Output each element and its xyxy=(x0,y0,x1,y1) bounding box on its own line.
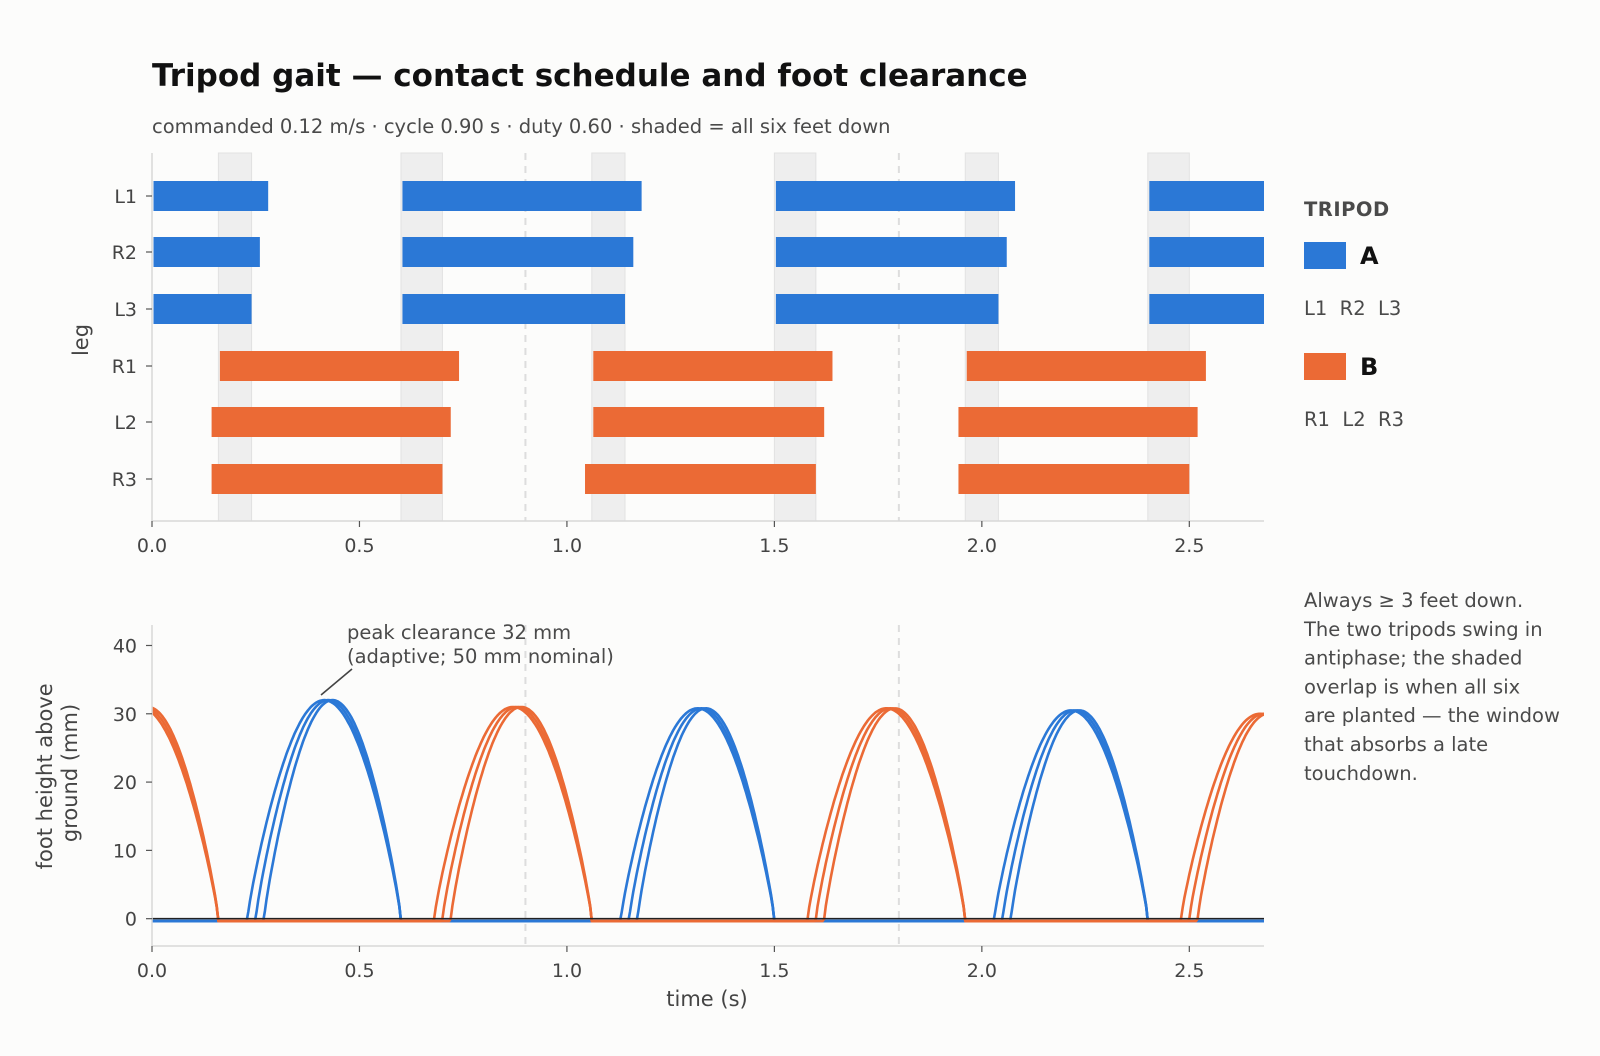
x-axis-label: time (s) xyxy=(666,987,747,1011)
note-line: touchdown. xyxy=(1304,762,1418,785)
all-feet-down-window xyxy=(400,152,443,522)
legend-swatch-a xyxy=(1304,242,1346,269)
stance-bars xyxy=(153,181,1264,494)
y-tick-label: 20 xyxy=(113,772,137,794)
all-feet-down-window xyxy=(217,152,253,522)
note-line: The two tripods swing in xyxy=(1303,618,1543,641)
stance-bar-l1 xyxy=(775,181,1016,211)
note-line: Always ≥ 3 feet down. xyxy=(1304,589,1523,612)
foot-height-line-r3 xyxy=(152,705,1264,923)
foot-height-lines xyxy=(152,698,1264,923)
legend-legs-b: R1 L2 R3 xyxy=(1304,408,1404,431)
foot-clearance-panel: 0 10 20 30 40 0.0 0.5 1.0 1.5 2.0 2.5 time (s) foo… xyxy=(33,621,1264,1011)
stance-bar-r2 xyxy=(153,237,260,267)
stance-bar-l1 xyxy=(402,181,642,211)
stance-bar-l3 xyxy=(775,294,999,324)
contact-schedule-panel: L1 R2 L3 R1 L2 R3 0.0 0.5 1.0 1.5 2.0 2.5 leg xyxy=(69,152,1264,557)
stance-bar-r1 xyxy=(966,351,1206,381)
all-feet-down-window xyxy=(591,152,626,522)
y-tick-label: 40 xyxy=(113,635,137,657)
y-tick-label: L2 xyxy=(114,412,137,434)
y-tick-label: 0 xyxy=(125,909,137,931)
schedule-y-axis-label: leg xyxy=(69,324,93,356)
x-tick-label: 2.0 xyxy=(967,535,997,557)
tripod-legend: TRIPOD A L1 R2 L3 B R1 L2 R3 xyxy=(1304,198,1404,431)
clearance-axes: 0 10 20 30 40 0.0 0.5 1.0 1.5 2.0 2.5 xyxy=(113,625,1264,982)
stance-bar-l3 xyxy=(1149,294,1264,324)
stance-bar-l1 xyxy=(153,181,269,211)
chart-subtitle: commanded 0.12 m/s · cycle 0.90 s · duty… xyxy=(152,115,891,138)
stance-bar-l1 xyxy=(1149,181,1264,211)
side-note: Always ≥ 3 feet down. The two tripods swi… xyxy=(1303,589,1560,785)
x-tick-label: 0.5 xyxy=(344,535,374,557)
stance-bar-r1 xyxy=(219,351,460,381)
all-feet-down-window xyxy=(773,152,817,522)
schedule-axes: L1 R2 L3 R1 L2 R3 0.0 0.5 1.0 1.5 2.0 2.5 xyxy=(112,153,1264,557)
stance-bar-r1 xyxy=(593,351,833,381)
legend-name-a: A xyxy=(1360,242,1379,270)
annotation-line-1: peak clearance 32 mm xyxy=(347,621,571,644)
stance-bar-r3 xyxy=(958,464,1190,494)
annotation-line-2: (adaptive; 50 mm nominal) xyxy=(347,645,614,668)
legend-legs-a: L1 R2 L3 xyxy=(1304,297,1401,320)
stance-bar-r2 xyxy=(775,237,1007,267)
foot-height-traces xyxy=(152,698,1264,923)
stance-bar-r3 xyxy=(211,464,443,494)
annotation-arrow xyxy=(320,668,353,696)
cycle-boundary-lines xyxy=(524,625,900,946)
x-tick-label: 0.5 xyxy=(344,960,374,982)
clearance-y-axis-label: foot height above ground (mm) xyxy=(33,677,82,870)
x-tick-label: 2.5 xyxy=(1174,535,1204,557)
stance-bar-r2 xyxy=(402,237,634,267)
foot-height-line-l1 xyxy=(152,698,1264,923)
stance-bar-r3 xyxy=(585,464,816,494)
note-line: antiphase; the shaded xyxy=(1304,647,1522,670)
peak-clearance-annotation: peak clearance 32 mm (adaptive; 50 mm no… xyxy=(320,621,614,696)
stance-bar-l3 xyxy=(153,294,252,324)
x-tick-label: 1.5 xyxy=(759,960,789,982)
x-tick-label: 1.0 xyxy=(552,535,582,557)
x-tick-label: 2.5 xyxy=(1174,960,1204,982)
x-tick-label: 2.0 xyxy=(967,960,997,982)
legend-swatch-b xyxy=(1304,353,1346,380)
y-tick-label: R3 xyxy=(112,469,137,491)
legend-name-b: B xyxy=(1360,353,1378,381)
stance-bar-l2 xyxy=(958,407,1198,437)
legend-heading: TRIPOD xyxy=(1304,198,1390,221)
note-line: are planted — the window xyxy=(1304,704,1560,727)
foot-height-line-r2 xyxy=(152,698,1264,923)
x-tick-label: 1.5 xyxy=(759,535,789,557)
cycle-boundary-lines xyxy=(524,153,900,521)
y-tick-label: L1 xyxy=(114,186,137,208)
chart-title: Tripod gait — contact schedule and foot … xyxy=(152,58,1028,94)
y-tick-label: 30 xyxy=(113,704,137,726)
foot-height-line-l3 xyxy=(152,698,1264,923)
stance-bar-l2 xyxy=(211,407,451,437)
all-feet-down-window xyxy=(1147,152,1190,522)
stance-bar-l2 xyxy=(593,407,825,437)
y-tick-label: 10 xyxy=(113,840,137,862)
note-line: that absorbs a late xyxy=(1304,733,1488,756)
note-line: overlap is when all six xyxy=(1304,675,1520,698)
y-tick-label: R1 xyxy=(112,356,137,378)
y-tick-label: L3 xyxy=(114,299,137,321)
x-tick-label: 0.0 xyxy=(137,960,167,982)
stance-bar-l3 xyxy=(402,294,626,324)
x-tick-label: 0.0 xyxy=(137,535,167,557)
y-tick-label: R2 xyxy=(112,242,137,264)
x-tick-label: 1.0 xyxy=(552,960,582,982)
stance-bar-r2 xyxy=(1149,237,1264,267)
all-feet-down-shading xyxy=(217,152,1190,522)
